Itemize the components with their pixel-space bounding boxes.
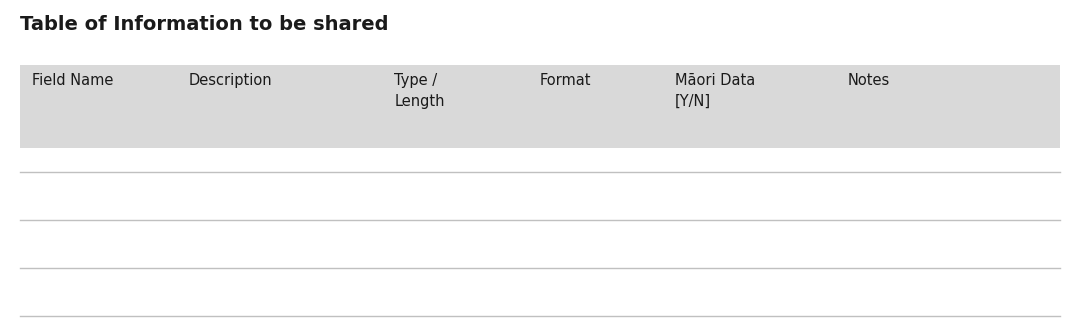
Bar (21, 65, 1059, 148)
Text: Māori Data
[Y/N]: Māori Data [Y/N] (675, 73, 755, 109)
Text: Type /
Length: Type / Length (394, 73, 445, 109)
Text: Description: Description (189, 73, 272, 88)
Text: Format: Format (540, 73, 592, 88)
Text: Field Name: Field Name (32, 73, 113, 88)
Text: Notes: Notes (848, 73, 890, 88)
Text: Table of Information to be shared: Table of Information to be shared (21, 15, 389, 34)
